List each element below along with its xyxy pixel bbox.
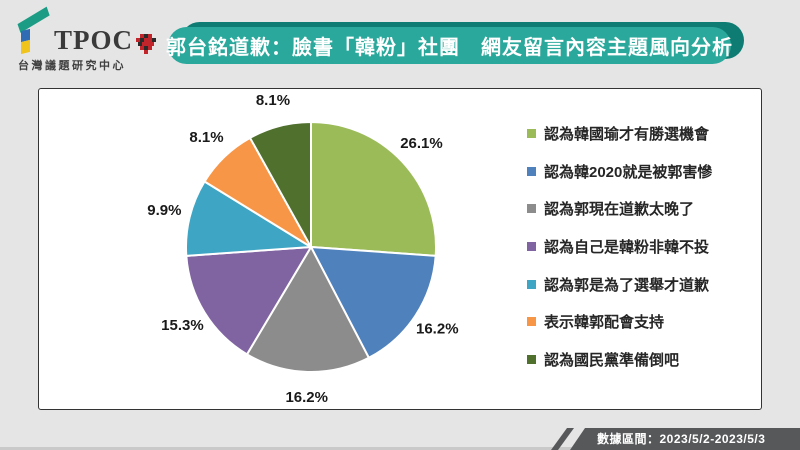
chart-panel: 26.1% 16.2% 16.2% 15.3% 9.9% 8.1% 8.1% 認為韓國瑜才有… bbox=[38, 88, 762, 410]
pie-value-label: 8.1% bbox=[256, 92, 290, 109]
legend-item: 認為國民黨準備倒吧 bbox=[527, 341, 712, 379]
legend-item: 認為郭是為了選舉才道歉 bbox=[527, 265, 712, 303]
legend-swatch-icon bbox=[527, 354, 536, 364]
pie-slice bbox=[310, 246, 437, 359]
legend-label: 認為韓2020就是被郭害慘 bbox=[544, 163, 713, 181]
legend-swatch-icon bbox=[527, 204, 536, 214]
pie-value-label: 9.9% bbox=[147, 202, 181, 219]
pie-value-label: 16.2% bbox=[416, 321, 459, 338]
legend-item: 認為韓2020就是被郭害慘 bbox=[527, 153, 712, 191]
legend-label: 表示韓郭配會支持 bbox=[544, 314, 665, 332]
legend-item: 認為郭現在道歉太晚了 bbox=[527, 190, 712, 228]
page-title: 郭台銘道歉：臉書「韓粉」社團 網友留言內容主題風向分析 bbox=[166, 37, 733, 59]
pie-slice bbox=[185, 180, 312, 257]
pie-value-label: 15.3% bbox=[161, 317, 204, 334]
legend-label: 認為韓國瑜才有勝選機會 bbox=[544, 126, 710, 144]
pie-slice bbox=[249, 121, 312, 248]
legend-label: 認為郭是為了選舉才道歉 bbox=[544, 276, 710, 294]
pie-slice bbox=[310, 121, 437, 257]
taiwan-mosaic-icon bbox=[136, 34, 157, 54]
legend-swatch-icon bbox=[527, 317, 536, 327]
legend-item: 表示韓郭配會支持 bbox=[527, 303, 712, 341]
pie-value-label: 8.1% bbox=[189, 129, 223, 146]
bottom-divider bbox=[0, 447, 800, 450]
legend-label: 認為國民黨準備倒吧 bbox=[544, 351, 680, 369]
logo-green-ribbon bbox=[17, 6, 50, 33]
legend-label: 認為郭現在道歉太晚了 bbox=[544, 201, 695, 219]
pie-value-label: 26.1% bbox=[400, 135, 443, 152]
legend: 認為韓國瑜才有勝選機會 認為韓2020就是被郭害慘 認為郭現在道歉太晚了 認為自己是韓… bbox=[527, 115, 712, 378]
brand-subtitle: 台灣議題研究中心 bbox=[18, 60, 126, 72]
pie-slice bbox=[185, 246, 312, 356]
title-banner: 郭台銘道歉：臉書「韓粉」社團 網友留言內容主題風向分析 bbox=[166, 22, 744, 64]
legend-swatch-icon bbox=[527, 279, 536, 289]
pie-value-label: 16.2% bbox=[285, 389, 328, 406]
date-range-banner: 數據區間：2023/5/2-2023/5/3 bbox=[570, 428, 800, 450]
pie-chart: 26.1% 16.2% 16.2% 15.3% 9.9% 8.1% 8.1% bbox=[147, 92, 459, 406]
book-mark-icon bbox=[17, 6, 52, 55]
legend-item: 認為自己是韓粉非韓不投 bbox=[527, 228, 712, 266]
legend-swatch-icon bbox=[527, 166, 536, 176]
brand-name: TPOC bbox=[54, 25, 134, 55]
date-range-label: 數據區間：2023/5/2-2023/5/3 bbox=[597, 432, 766, 446]
legend-label: 認為自己是韓粉非韓不投 bbox=[544, 239, 710, 257]
title-banner-main: 郭台銘道歉：臉書「韓粉」社團 網友留言內容主題風向分析 bbox=[166, 27, 733, 64]
pie-slice bbox=[245, 246, 370, 373]
logo-yellow-bar bbox=[21, 39, 30, 55]
legend-swatch-icon bbox=[527, 129, 536, 139]
legend-item: 認為韓國瑜才有勝選機會 bbox=[527, 115, 712, 153]
tpoc-logo: TPOC 台灣議題研究中心 bbox=[17, 6, 168, 73]
legend-swatch-icon bbox=[527, 242, 536, 252]
